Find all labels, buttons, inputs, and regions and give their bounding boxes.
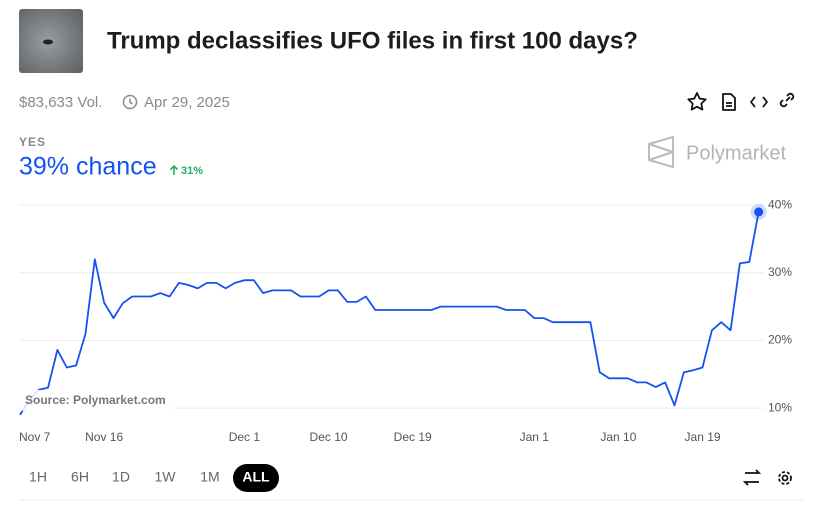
clock-icon <box>122 94 138 110</box>
document-icon[interactable] <box>722 93 736 111</box>
y-tick-label: 40% <box>768 197 792 211</box>
range-pill[interactable] <box>233 464 279 492</box>
chance: 39% chance <box>19 153 157 181</box>
x-tick-label: Nov 16 <box>85 430 123 444</box>
embed-icon[interactable] <box>750 96 768 108</box>
ufo-shape <box>43 39 53 45</box>
range-button[interactable]: 6H <box>71 469 89 485</box>
y-tick-label: 30% <box>768 265 792 279</box>
range-button[interactable]: 1M <box>200 469 219 485</box>
y-tick-label: 10% <box>768 400 792 414</box>
x-tick-label: Jan 19 <box>685 430 721 444</box>
last-point <box>754 207 764 217</box>
up-arrow <box>169 164 179 175</box>
x-tick-label: Jan 10 <box>600 430 636 444</box>
volume: $83,633 Vol. <box>19 94 102 111</box>
settings-icon[interactable] <box>778 471 792 485</box>
x-tick-label: Nov 7 <box>19 430 51 444</box>
range-button[interactable]: ALL <box>242 469 270 485</box>
market-title: Trump declassifies UFO files in first 10… <box>107 27 638 54</box>
outcome-label: YES <box>19 135 46 149</box>
x-tick-label: Dec 1 <box>229 430 261 444</box>
swap-icon[interactable] <box>742 469 762 486</box>
x-tick-label: Dec 19 <box>394 430 432 444</box>
range-button[interactable]: 1H <box>29 469 47 485</box>
range-button[interactable]: 1W <box>155 469 177 485</box>
change: 31% <box>181 165 203 177</box>
end-date: Apr 29, 2025 <box>144 94 230 111</box>
x-tick-label: Dec 10 <box>310 430 348 444</box>
link-icon[interactable] <box>779 92 795 108</box>
x-tick-label: Jan 1 <box>520 430 550 444</box>
source-badge <box>20 390 175 411</box>
brand-name: Polymarket <box>686 142 786 164</box>
brand-logo <box>648 136 674 168</box>
bookmark-icon[interactable] <box>687 92 707 111</box>
price-line <box>19 211 760 416</box>
source-label: Source: Polymarket.com <box>25 393 166 407</box>
y-tick-label: 20% <box>768 333 792 347</box>
range-button[interactable]: 1D <box>112 469 130 485</box>
